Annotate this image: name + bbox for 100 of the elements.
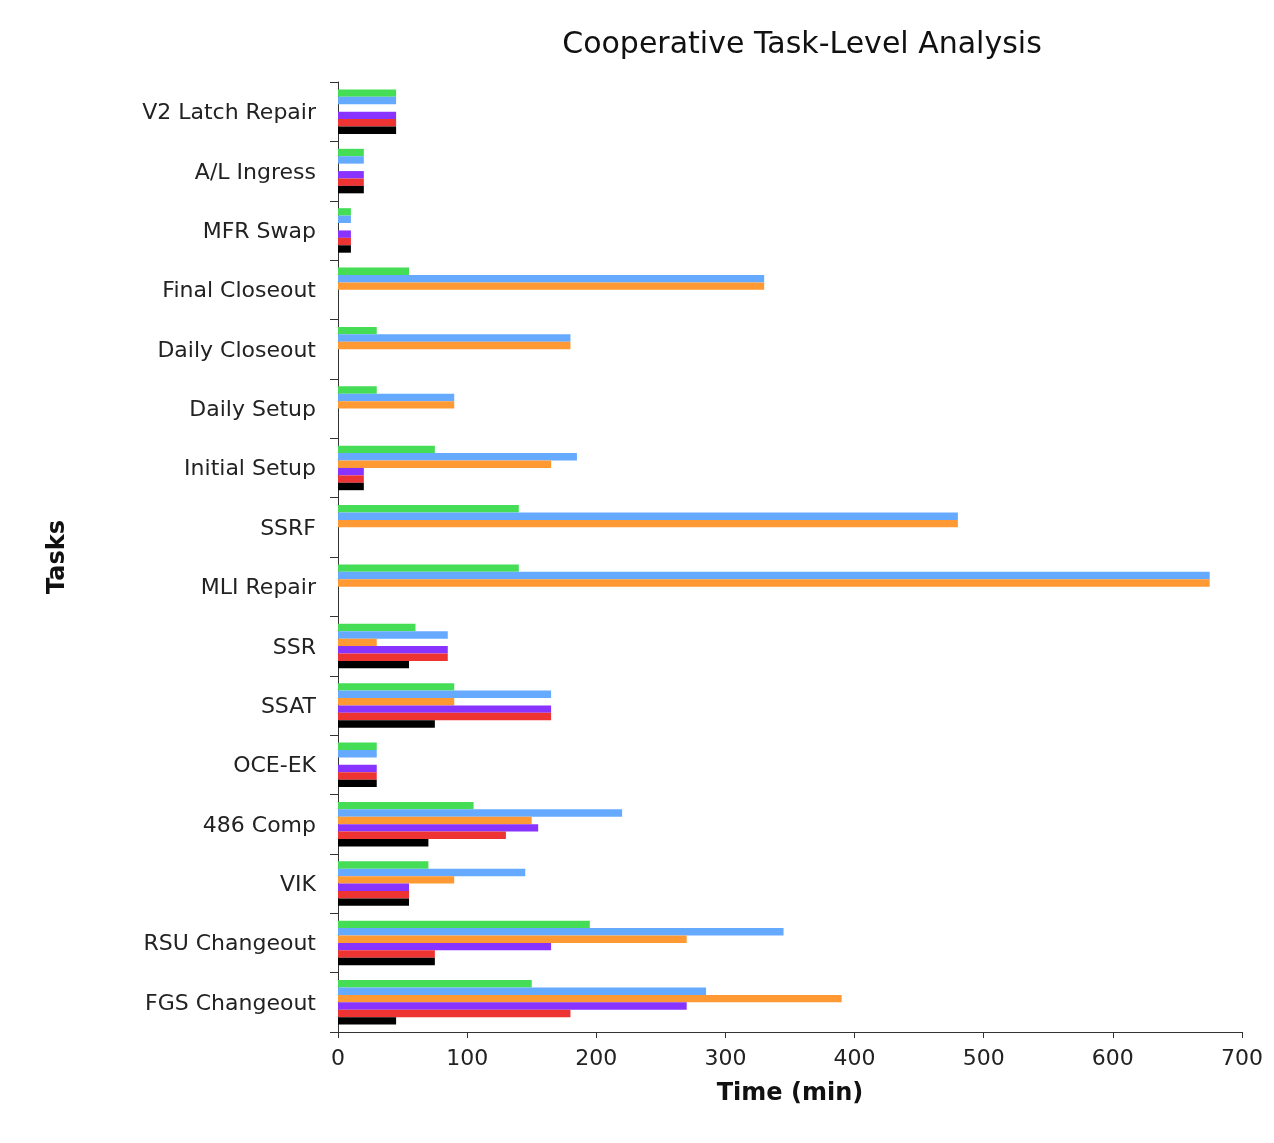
x-tick-label: 0 (331, 1044, 345, 1070)
bar (338, 467, 364, 476)
bar (338, 579, 1210, 587)
bar (338, 683, 455, 691)
bar (338, 512, 958, 520)
bar (338, 764, 377, 773)
bar (338, 928, 784, 936)
bar (338, 245, 351, 253)
y-tick-label: Daily Setup (189, 396, 316, 422)
bar (338, 1009, 571, 1018)
bar (338, 935, 687, 943)
bar (338, 274, 765, 283)
bar (338, 653, 448, 661)
bar (338, 453, 577, 461)
bar (338, 1002, 687, 1010)
x-tick-label: 200 (575, 1044, 618, 1070)
bar (338, 772, 377, 780)
bar (338, 126, 397, 134)
bar (338, 445, 435, 454)
bar (338, 920, 590, 929)
y-tick-label: Daily Closeout (157, 336, 317, 362)
bar (338, 623, 416, 632)
bar (338, 89, 397, 97)
y-tick-label: SSRF (260, 514, 316, 540)
bar (338, 148, 364, 157)
bar (338, 950, 435, 958)
y-tick-label: SSR (272, 633, 316, 659)
y-axis-title: Tasks (42, 519, 70, 595)
bar (338, 119, 397, 127)
y-tick-label: Initial Setup (184, 455, 316, 481)
bar (338, 393, 455, 402)
bar (338, 890, 410, 899)
bar (338, 957, 435, 966)
y-tick-label: MFR Swap (202, 217, 316, 243)
bar (338, 779, 377, 788)
bar (338, 215, 351, 224)
bar (338, 460, 552, 468)
bar (338, 712, 552, 721)
y-tick-label: V2 Latch Repair (142, 99, 317, 125)
bar (338, 690, 552, 699)
bar (338, 898, 410, 906)
bar (338, 742, 377, 750)
bar (338, 386, 377, 394)
x-tick-label: 500 (962, 1044, 1005, 1070)
x-tick-label: 600 (1091, 1044, 1134, 1070)
bar (338, 571, 1210, 580)
bar (338, 1017, 397, 1025)
bar (338, 326, 377, 335)
y-tick-label: VIK (280, 871, 317, 897)
bar (338, 987, 707, 995)
bar (338, 942, 552, 951)
bar (338, 208, 351, 216)
bar (338, 282, 765, 290)
y-tick-label: A/L Ingress (194, 158, 316, 184)
bar (338, 698, 455, 706)
bar (338, 861, 429, 869)
bar (338, 230, 351, 238)
bar (338, 631, 448, 639)
bar (338, 334, 571, 342)
bar (338, 801, 474, 810)
bar (338, 994, 842, 1003)
bar (338, 401, 455, 409)
bar (338, 505, 519, 513)
bar (338, 156, 364, 164)
y-tick-label: Final Closeout (162, 277, 317, 303)
bar (338, 868, 526, 877)
bar (338, 96, 397, 105)
y-tick-label: SSAT (260, 692, 317, 718)
y-tick-label: FGS Changeout (145, 989, 317, 1015)
bar (338, 341, 571, 350)
y-tick-label: RSU Changeout (143, 930, 317, 956)
bar (338, 185, 364, 194)
y-tick-label: MLI Repair (200, 574, 317, 600)
x-tick-label: 400 (833, 1044, 876, 1070)
bar (338, 638, 377, 647)
bar (338, 660, 410, 669)
bar (338, 646, 448, 654)
bar (338, 809, 623, 817)
bar (338, 720, 435, 728)
bar (338, 178, 364, 186)
bar (338, 519, 958, 528)
bar (338, 564, 519, 572)
y-tick-label: OCE-EK (233, 752, 317, 778)
bar (338, 824, 539, 832)
x-tick-label: 300 (704, 1044, 747, 1070)
bar (338, 876, 455, 884)
bar (338, 839, 429, 847)
bar (338, 267, 410, 275)
bar (338, 831, 506, 840)
x-tick-label: 700 (1221, 1044, 1263, 1070)
bar (338, 749, 377, 758)
bar (338, 475, 364, 483)
y-tick-label: 486 Comp (202, 811, 316, 837)
bar (338, 980, 532, 988)
bar (338, 816, 532, 825)
bar (338, 482, 364, 491)
bar (338, 171, 364, 179)
bar (338, 111, 397, 120)
chart-title: Cooperative Task-Level Analysis (562, 24, 1042, 60)
bar (338, 705, 552, 713)
